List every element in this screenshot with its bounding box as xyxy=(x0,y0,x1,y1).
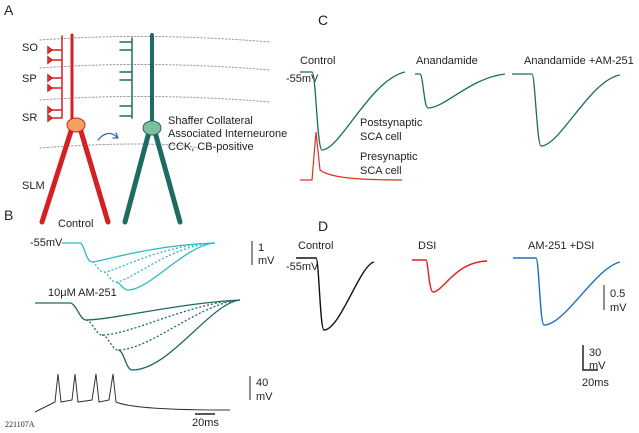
condition-label: Anandamide xyxy=(416,55,478,67)
condition-label: Control xyxy=(298,240,333,252)
layer-label: SO xyxy=(22,42,38,54)
pyramidal-cell xyxy=(39,33,111,225)
scale-label: mV xyxy=(589,360,606,372)
trace-label: SCA cell xyxy=(360,165,402,177)
trace-label: SCA cell xyxy=(360,131,402,143)
scale-label: mV xyxy=(256,391,273,403)
holding-label: -55mV xyxy=(286,73,319,85)
scale-label: 20ms xyxy=(582,377,609,389)
condition-label: 10μM AM-251 xyxy=(48,287,117,299)
scale-label: mV xyxy=(610,302,627,314)
condition-label: AM-251 +DSI xyxy=(528,240,594,252)
dsi-trace xyxy=(412,259,488,293)
condition-label: Control xyxy=(58,218,93,230)
panel-a: A SO SP SR SLM Shaffer Collateral Associ… xyxy=(4,2,287,225)
scale-label: mV xyxy=(258,255,275,267)
scale-label: 40 xyxy=(256,377,268,389)
panel-label: C xyxy=(318,12,328,28)
scale-label: 20ms xyxy=(192,417,219,429)
interneuron-soma xyxy=(142,120,162,136)
holding-label: -55mV xyxy=(30,237,63,249)
condition-label: Anandamide +AM-251 xyxy=(524,55,634,67)
interneuron xyxy=(119,33,183,225)
psp-traces xyxy=(300,71,621,151)
drug-traces xyxy=(35,299,241,371)
cell-text: Shaffer Collateral xyxy=(168,115,253,127)
cell-text: Associated Interneurone xyxy=(168,128,287,140)
pyramidal-soma xyxy=(66,117,86,133)
panel-label: A xyxy=(4,2,14,18)
spike-train xyxy=(34,373,231,413)
layer-label: SP xyxy=(22,73,37,85)
am251-dsi-trace xyxy=(513,257,621,326)
panel-label: D xyxy=(318,218,328,234)
trace-label: Postsynaptic xyxy=(360,117,423,129)
scale-label: 30 xyxy=(589,347,601,359)
trace-label: Presynaptic xyxy=(360,151,418,163)
presynaptic-trace xyxy=(300,131,403,181)
layer-label: SR xyxy=(22,112,37,124)
holding-label: -55mV xyxy=(286,261,319,273)
layer-label: SLM xyxy=(22,180,45,192)
scale-bar xyxy=(582,345,598,371)
scale-label: 0.5 xyxy=(610,288,625,300)
panel-b: B Control -55mV 1 mV 10μM AM-251 40 mV 2… xyxy=(4,207,275,429)
panel-d: D Control DSI AM-251 +DSI -55mV 0.5 mV 3… xyxy=(286,218,627,389)
scale-label: 1 xyxy=(258,242,264,254)
connection-arrow xyxy=(97,132,119,141)
panel-label: B xyxy=(4,207,13,223)
panel-c: C Control Anandamide Anandamide +AM-251 … xyxy=(286,12,634,181)
control-trace xyxy=(296,257,375,331)
condition-label: DSI xyxy=(418,240,436,252)
cell-id: 221107A xyxy=(5,420,35,429)
control-traces xyxy=(62,242,216,291)
condition-label: Control xyxy=(300,55,335,67)
cell-text: CCK, CB-positive xyxy=(168,141,254,153)
